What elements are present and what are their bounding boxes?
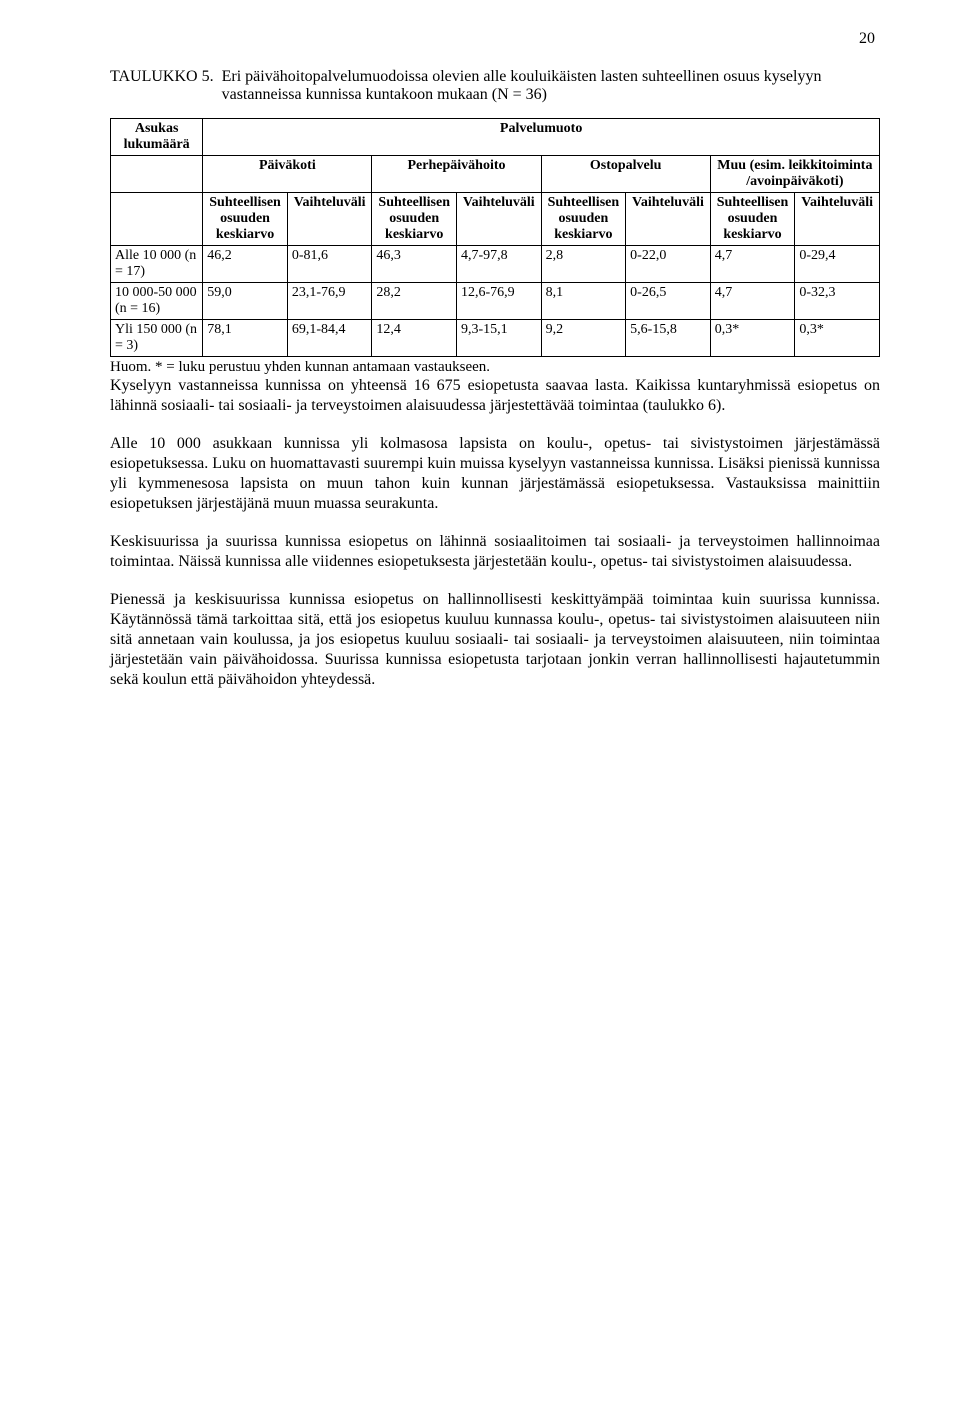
header-empty [111, 156, 203, 193]
page: 20 TAULUKKO 5. Eri päivähoitopalvelumuod… [0, 0, 960, 1423]
header-col-1: Perhepäivähoito [372, 156, 541, 193]
cell: 46,3 [372, 246, 457, 283]
cell: 4,7 [710, 246, 795, 283]
table-row: Alle 10 000 (n = 17) 46,2 0-81,6 46,3 4,… [111, 246, 880, 283]
cell: 0,3* [710, 320, 795, 357]
header-rowlabel: Asukas lukumäärä [111, 119, 203, 156]
header-col-0: Päiväkoti [203, 156, 372, 193]
header-serviceform: Palvelumuoto [203, 119, 880, 156]
table-row: 10 000-50 000 (n = 16) 59,0 23,1-76,9 28… [111, 283, 880, 320]
cell: 69,1-84,4 [287, 320, 372, 357]
cell-rowlabel: 10 000-50 000 (n = 16) [111, 283, 203, 320]
table-footnote: Huom. * = luku perustuu yhden kunnan ant… [110, 359, 880, 376]
table-header-row-3: Suhteellisen osuuden keskiarvo Vaihteluv… [111, 193, 880, 246]
cell: 4,7-97,8 [457, 246, 542, 283]
cell-rowlabel: Yli 150 000 (n = 3) [111, 320, 203, 357]
cell: 2,8 [541, 246, 626, 283]
header-sub-mean-0: Suhteellisen osuuden keskiarvo [203, 193, 288, 246]
header-sub-range-2: Vaihteluväli [626, 193, 711, 246]
cell: 5,6-15,8 [626, 320, 711, 357]
cell: 23,1-76,9 [287, 283, 372, 320]
cell: 0-22,0 [626, 246, 711, 283]
cell: 28,2 [372, 283, 457, 320]
cell: 0-26,5 [626, 283, 711, 320]
header-sub-range-1: Vaihteluväli [457, 193, 542, 246]
header-col-2: Ostopalvelu [541, 156, 710, 193]
header-sub-mean-1: Suhteellisen osuuden keskiarvo [372, 193, 457, 246]
cell: 46,2 [203, 246, 288, 283]
table-header-row-1: Asukas lukumäärä Palvelumuoto [111, 119, 880, 156]
cell: 4,7 [710, 283, 795, 320]
body-paragraph: Keskisuurissa ja suurissa kunnissa esiop… [110, 532, 880, 572]
cell-rowlabel: Alle 10 000 (n = 17) [111, 246, 203, 283]
cell: 12,4 [372, 320, 457, 357]
cell: 8,1 [541, 283, 626, 320]
cell: 0-29,4 [795, 246, 880, 283]
cell: 9,3-15,1 [457, 320, 542, 357]
data-table: Asukas lukumäärä Palvelumuoto Päiväkoti … [110, 118, 880, 357]
cell: 0,3* [795, 320, 880, 357]
body-paragraph: Alle 10 000 asukkaan kunnissa yli kolmas… [110, 434, 880, 514]
header-empty-2 [111, 193, 203, 246]
cell: 12,6-76,9 [457, 283, 542, 320]
cell: 0-81,6 [287, 246, 372, 283]
cell: 9,2 [541, 320, 626, 357]
header-sub-mean-2: Suhteellisen osuuden keskiarvo [541, 193, 626, 246]
body-paragraph: Kyselyyn vastanneissa kunnissa on yhteen… [110, 376, 880, 416]
body-paragraph: Pienessä ja keskisuurissa kunnissa esiop… [110, 590, 880, 690]
cell: 59,0 [203, 283, 288, 320]
table-caption-label: TAULUKKO 5. [110, 68, 214, 104]
page-number: 20 [859, 30, 875, 48]
table-caption: TAULUKKO 5. Eri päivähoitopalvelumuodois… [110, 68, 880, 104]
table-header-row-2: Päiväkoti Perhepäivähoito Ostopalvelu Mu… [111, 156, 880, 193]
table-caption-text: Eri päivähoitopalvelumuodoissa olevien a… [222, 68, 880, 104]
table-row: Yli 150 000 (n = 3) 78,1 69,1-84,4 12,4 … [111, 320, 880, 357]
cell: 78,1 [203, 320, 288, 357]
cell: 0-32,3 [795, 283, 880, 320]
header-sub-range-3: Vaihteluväli [795, 193, 880, 246]
header-col-3: Muu (esim. leikkitoiminta /avoinpäiväkot… [710, 156, 879, 193]
header-sub-range-0: Vaihteluväli [287, 193, 372, 246]
header-sub-mean-3: Suhteellisen osuuden keskiarvo [710, 193, 795, 246]
